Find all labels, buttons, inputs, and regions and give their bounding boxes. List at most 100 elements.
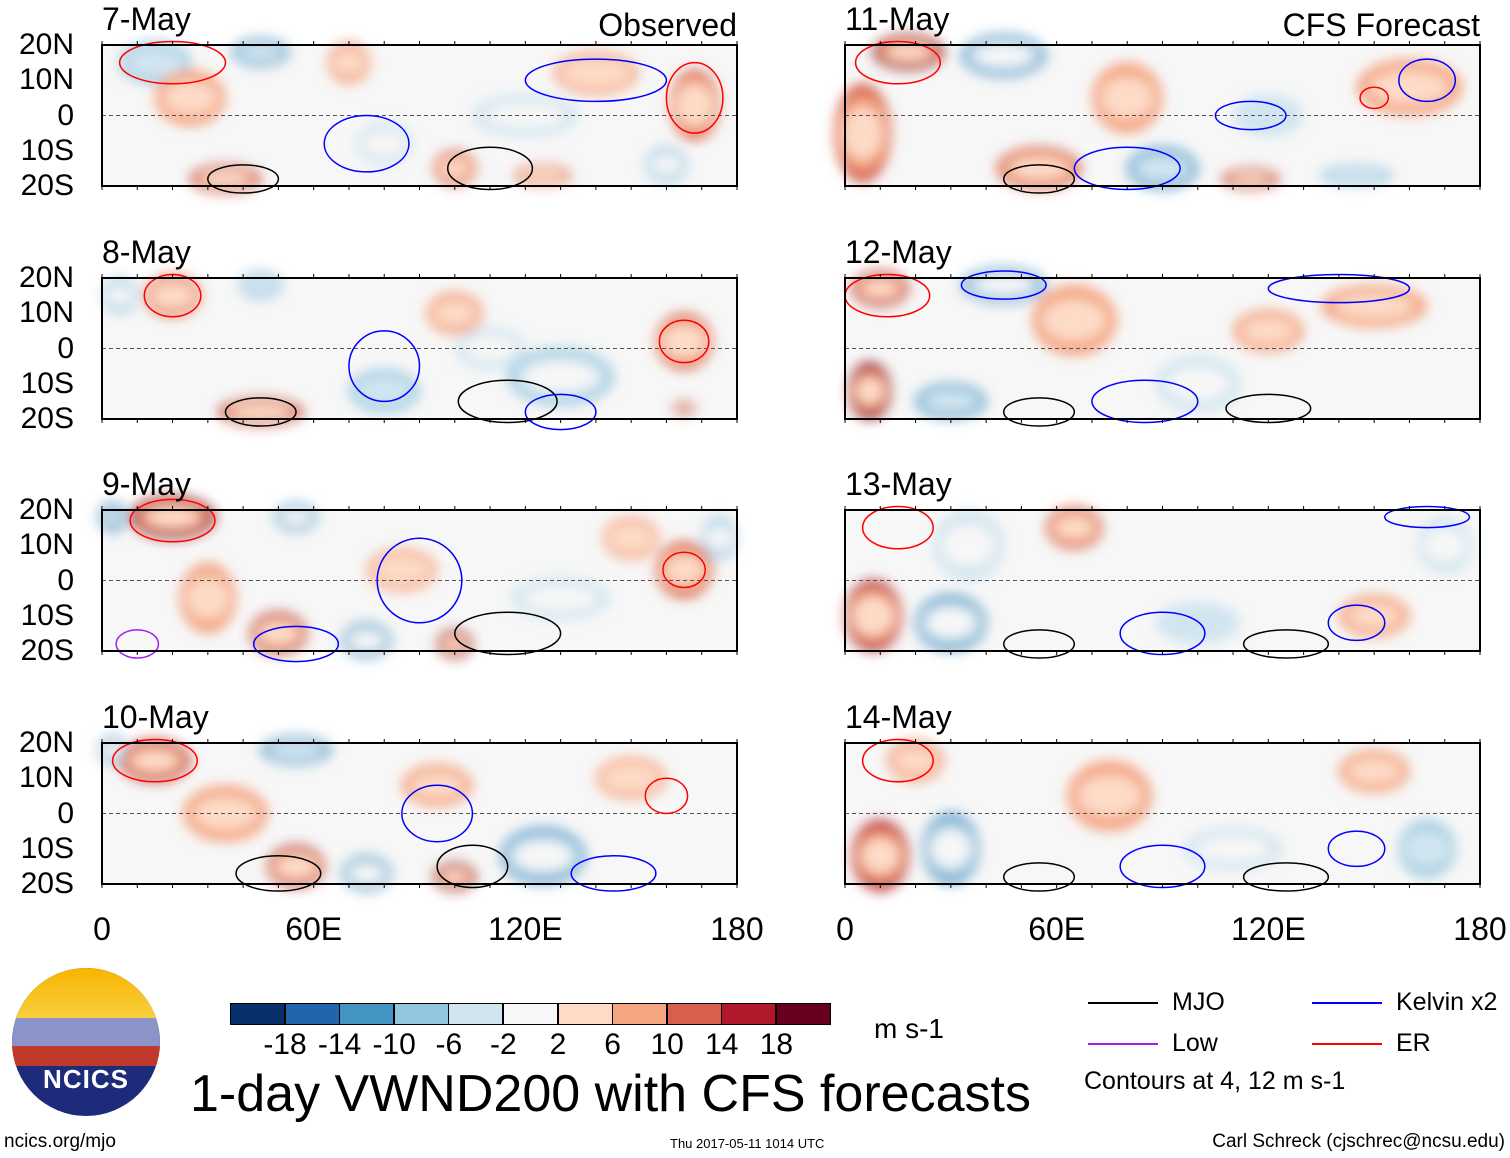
wave-contour [401,784,474,843]
anomaly-patch [163,80,218,115]
anomaly-patch [976,276,1032,294]
map-panel [101,37,738,194]
anomaly-patch [523,585,599,611]
anomaly-patch [362,131,406,157]
anomaly-patch [107,286,132,305]
colorbar-label: -6 [435,1028,463,1061]
y-tick-label: 20N [18,726,74,759]
anomaly-patch [677,405,691,412]
wave-contour [570,855,657,892]
column-label: Observed [598,7,737,43]
anomaly-patch [894,747,938,774]
legend-line [1312,1002,1382,1004]
y-tick-label: 10N [18,296,74,330]
panel-date: 10-May [102,699,209,735]
y-tick-label: 0 [57,331,74,365]
wave-contour [861,738,934,783]
legend-line [1312,1043,1382,1045]
anomaly-patch [282,510,310,524]
anomaly-patch [1195,836,1271,862]
anomaly-patch [524,362,597,392]
x-tick-label: 0 [836,911,854,947]
wave-contour [1327,604,1386,642]
anomaly-patch [1241,318,1296,344]
wave-contour [524,393,597,431]
wave-contour [129,498,216,543]
anomaly-patch [664,555,704,585]
y-tick-label: 20N [18,28,74,61]
anomaly-patch [976,45,1032,66]
panel-date: 14-May [845,699,952,735]
anomaly-patch [1326,168,1387,183]
anomaly-patch [103,743,122,757]
wave-contour [662,551,706,589]
wave-contour [1003,862,1076,892]
contour-note: Contours at 4, 12 m s-1 [1084,1067,1346,1095]
wave-contour [235,855,322,892]
colorbar-swatch [393,1003,449,1025]
anomaly-patch [230,404,292,420]
anomaly-patch [843,107,883,159]
panel-date: 13-May [845,466,952,502]
anomaly-patch [350,631,383,649]
y-tick-label: 20S [20,169,74,202]
x-tick-label: 60E [1028,911,1086,947]
colorbar-swatch [448,1003,504,1025]
anomaly-patch [200,171,251,187]
y-tick-label: 10S [20,133,74,167]
wave-contour [224,397,297,427]
anomaly-patch [662,324,706,359]
y-tick-label: 10N [18,761,74,795]
anomaly-patch [1423,528,1467,563]
colorbar-label: 18 [759,1028,794,1061]
map-panel [844,267,1481,427]
anomaly-patch [1403,829,1451,869]
wave-contour [644,777,689,815]
logo-text: NCICS [43,1064,129,1094]
footer-url[interactable]: ncics.org/mjo [4,1131,116,1152]
y-tick-label: 20S [20,634,74,667]
anomaly-patch [861,838,899,873]
panel-date: 12-May [845,234,952,270]
y-tick-label: 20N [18,261,74,294]
anomaly-patch [350,864,383,882]
y-tick-label: 10S [20,831,74,865]
legend-line [1088,1002,1158,1004]
x-tick-label: 180 [710,911,764,947]
anomaly-patch [521,169,565,182]
anomaly-patch [853,596,894,636]
anomaly-patch [675,83,714,127]
wave-contour [1003,629,1076,659]
y-tick-label: 10N [18,528,74,562]
wave-contour [854,40,941,85]
anomaly-patch [941,524,996,567]
anomaly-patch [1369,70,1450,105]
colorbar-swatch [557,1003,613,1025]
anomaly-patch [560,58,632,89]
anomaly-patch [1042,299,1107,342]
anomaly-patch [601,763,661,794]
anomaly-patch [239,43,283,61]
anomaly-patch [131,750,178,771]
anomaly-patch [332,49,366,76]
colorbar-swatch [503,1003,558,1025]
wave-contour [376,537,463,624]
wave-contour [861,505,934,550]
wave-contour [1214,100,1287,131]
colorbar-label: 14 [705,1028,739,1061]
legend-label: Kelvin x2 [1396,988,1498,1016]
wave-contour [348,330,421,403]
anomaly-patch [1077,774,1142,818]
wave-contour [1003,164,1076,194]
wave-contour [658,319,710,364]
colorbar-swatch [721,1003,777,1025]
y-tick-label: 0 [57,98,74,132]
anomaly-patch [443,637,466,651]
footer-timestamp: Thu 2017-05-11 1014 UTC [670,1136,825,1151]
colorbar-swatch [339,1003,395,1025]
colorbar-swatch [612,1003,668,1025]
column-label: CFS Forecast [1282,7,1480,43]
map-panel [101,270,738,431]
colorbar-label: 6 [604,1028,621,1061]
anomaly-patch [607,523,655,554]
